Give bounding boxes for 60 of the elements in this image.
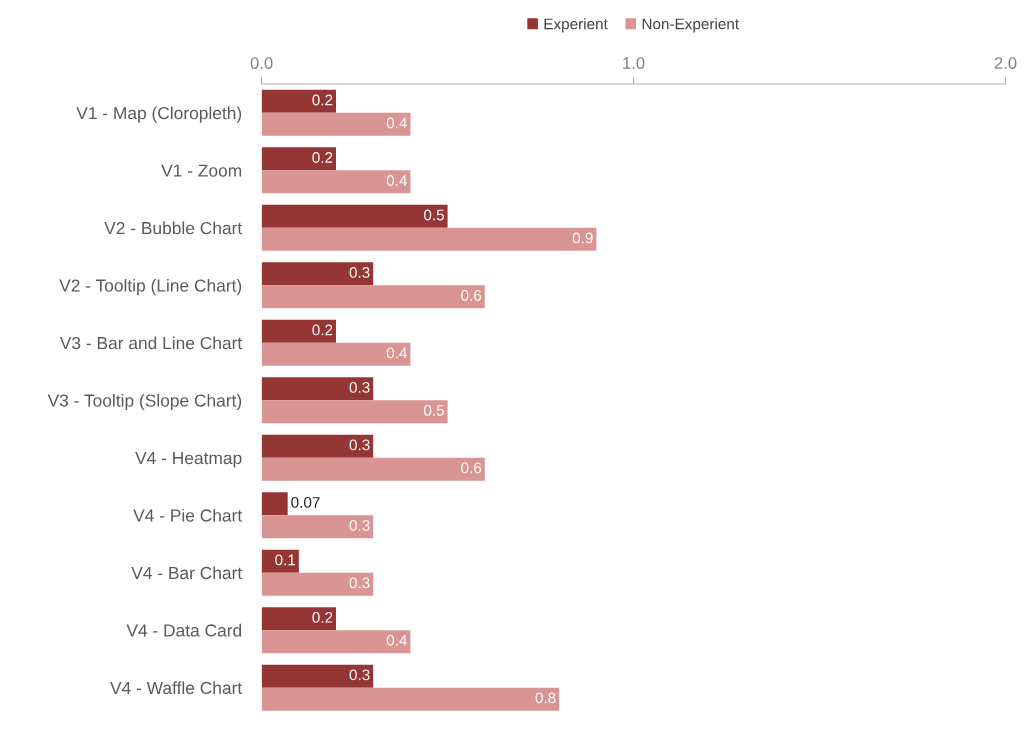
y-tick-label: V3 - Bar and Line Chart bbox=[59, 336, 243, 350]
data-label: 0.3 bbox=[349, 669, 370, 681]
bar bbox=[261, 147, 337, 171]
data-label: 0.2 bbox=[312, 324, 333, 336]
data-label: 0.3 bbox=[349, 382, 370, 393]
data-label: 0.9 bbox=[572, 232, 593, 244]
bar bbox=[261, 377, 374, 401]
x-tick-label: 2.0 bbox=[994, 57, 1017, 69]
bar bbox=[261, 262, 374, 286]
x-tick-label: 0.0 bbox=[250, 57, 273, 69]
y-tick-label: V2 - Bubble Chart bbox=[104, 221, 243, 235]
data-label: 0.3 bbox=[349, 519, 370, 531]
bar bbox=[261, 400, 448, 424]
data-label: 0.8 bbox=[535, 692, 556, 704]
data-label: 0.5 bbox=[423, 209, 444, 221]
legend-label: Experient bbox=[544, 18, 608, 33]
data-label: 0.1 bbox=[275, 554, 296, 566]
bar bbox=[261, 285, 485, 309]
bar bbox=[261, 492, 288, 516]
data-label: 0.3 bbox=[349, 439, 370, 451]
data-label: 0.2 bbox=[312, 611, 333, 623]
data-label: 0.4 bbox=[386, 117, 407, 129]
data-label: 0.2 bbox=[312, 94, 333, 106]
y-tick-label: V2 - Tooltip (Line Chart) bbox=[59, 278, 242, 296]
bar bbox=[261, 112, 411, 136]
y-tick-label: V4 - Bar Chart bbox=[131, 566, 243, 580]
data-label: 0.4 bbox=[386, 175, 407, 186]
y-tick-label: V3 - Tooltip (Slope Chart) bbox=[47, 393, 242, 411]
bar bbox=[261, 170, 411, 194]
bar bbox=[261, 549, 299, 573]
y-tick-label: V4 - Data Card bbox=[126, 623, 242, 637]
bar bbox=[261, 457, 485, 481]
bar bbox=[261, 664, 374, 688]
data-label: 0.6 bbox=[461, 462, 482, 474]
data-label: 0.6 bbox=[461, 290, 482, 301]
bar bbox=[261, 342, 411, 366]
bar bbox=[261, 687, 560, 711]
bar bbox=[261, 515, 374, 539]
bar bbox=[261, 204, 448, 228]
legend-label: Non-Experient bbox=[642, 18, 739, 33]
bar bbox=[261, 434, 374, 458]
y-tick-label: V4 - Waffle Chart bbox=[110, 681, 243, 695]
data-label: 0.07 bbox=[291, 496, 320, 508]
data-label: 0.4 bbox=[386, 347, 407, 359]
bar bbox=[261, 227, 597, 251]
y-tick-label: V1 - Zoom bbox=[161, 164, 242, 177]
bar bbox=[261, 630, 411, 654]
y-tick-label: V1 - Map (Cloropleth) bbox=[76, 106, 242, 123]
x-tick-label: 1.0 bbox=[623, 57, 645, 69]
data-label: 0.3 bbox=[349, 577, 370, 589]
data-label: 0.4 bbox=[386, 634, 407, 646]
bar bbox=[261, 319, 337, 343]
data-label: 0.5 bbox=[423, 405, 444, 416]
bar bbox=[261, 607, 337, 631]
bar bbox=[261, 572, 374, 596]
y-tick-label: V4 - Heatmap bbox=[135, 452, 242, 468]
bar bbox=[261, 89, 337, 113]
data-label: 0.2 bbox=[312, 152, 333, 163]
data-label: 0.3 bbox=[349, 267, 370, 278]
y-tick-label: V4 - Pie Chart bbox=[133, 508, 243, 522]
